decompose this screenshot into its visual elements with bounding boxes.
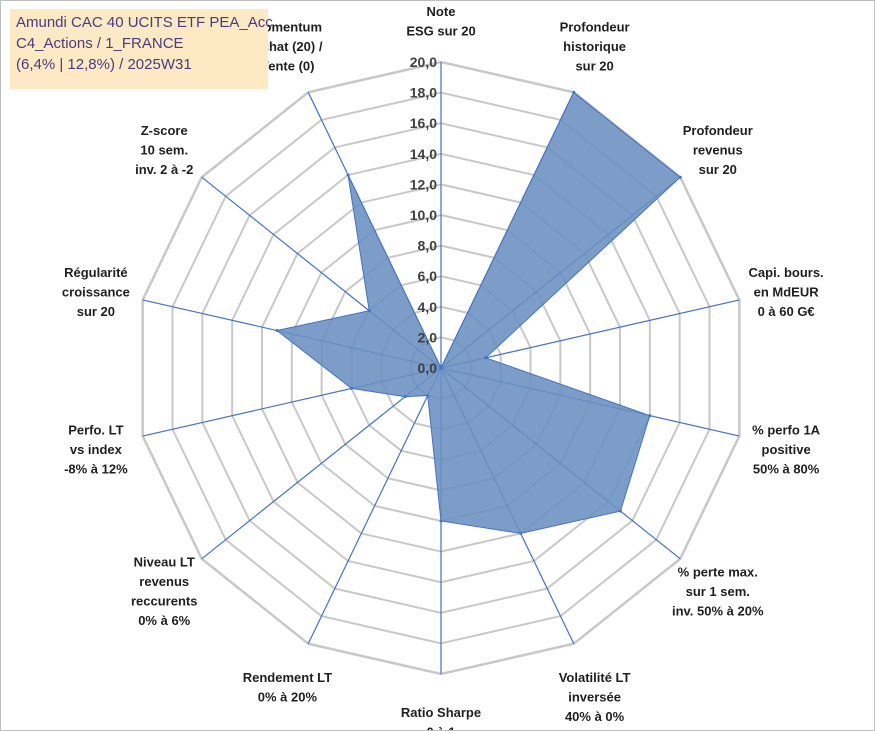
axis-label-5-line-0: % perte max.: [678, 564, 758, 579]
tick-label-5: 10,0: [410, 207, 437, 223]
series-point-6: [519, 531, 523, 535]
axis-label-6-line-0: Volatilité LT: [559, 670, 631, 685]
axis-label-9-line-3: 0% à 6%: [138, 613, 190, 628]
axis-label-12-line-0: Z-score: [141, 123, 188, 138]
axis-label-13: Momentum Achat (20) / Vente (0): [252, 20, 322, 74]
axis-label-7-line-1: 0 à 1: [427, 725, 456, 731]
axis-label-4-line-1: positive: [762, 442, 811, 457]
series-point-12: [367, 309, 371, 313]
tick-label-3: 6,0: [418, 268, 438, 284]
axis-label-3-line-2: 0 à 60 G€: [758, 304, 815, 319]
series-point-11: [275, 329, 279, 333]
axis-label-2-line-0: Profondeur: [683, 123, 753, 138]
series-point-2: [678, 175, 682, 179]
series-point-9: [403, 395, 407, 399]
series-point-13: [346, 173, 350, 177]
axis-label-11-line-0: Régularité: [64, 265, 128, 280]
axis-label-2: Profondeur revenus sur 20: [683, 123, 753, 177]
axis-label-10-line-0: Perfo. LT: [68, 423, 123, 438]
axis-label-1-line-2: sur 20: [575, 59, 613, 74]
axis-label-2-line-1: revenus: [693, 143, 743, 158]
axis-label-11-line-1: croissance: [62, 284, 130, 299]
series-point-1: [572, 90, 576, 94]
axis-label-3: Capi. bours. en MdEUR 0 à 60 G€: [749, 265, 824, 319]
axis-label-8-line-0: Rendement LT: [243, 670, 332, 685]
tick-label-8: 16,0: [410, 115, 437, 131]
axis-label-8: Rendement LT 0% à 20%: [243, 670, 332, 705]
series-area: [275, 91, 682, 534]
tick-label-9: 18,0: [410, 85, 437, 101]
axis-label-1-line-0: Profondeur: [560, 20, 630, 35]
axis-label-10-line-1: vs index: [70, 442, 123, 457]
series-point-8: [426, 394, 430, 398]
axis-label-1-line-1: historique: [563, 39, 626, 54]
axis-label-9-line-2: reccurents: [131, 594, 197, 609]
axis-spoke-8: [307, 367, 442, 644]
radar-tick-labels: 0,0 2,0 4,0 6,0 8,0 10,0 12,0 14,0 16,0 18,0 20,0: [410, 54, 437, 376]
chart-title-box: Amundi CAC 40 UCITS ETF PEA_Acc C4_Actio…: [10, 9, 273, 89]
axis-label-13-line-0: Momentum: [253, 20, 322, 35]
tick-label-7: 14,0: [410, 146, 437, 162]
axis-label-9-line-1: revenus: [139, 574, 189, 589]
axis-label-13-line-1: Achat (20) /: [252, 39, 322, 54]
title-line-3: (6,4% | 12,8%) / 2025W31: [16, 56, 192, 73]
axis-label-10-line-2: -8% à 12%: [64, 462, 128, 477]
axis-label-8-line-1: 0% à 20%: [258, 689, 318, 704]
axis-label-2-line-2: sur 20: [699, 162, 737, 177]
axis-spoke-3: [440, 299, 740, 369]
tick-label-1: 2,0: [418, 329, 438, 345]
axis-label-13-line-2: Vente (0): [260, 59, 314, 74]
axis-label-7: Ratio Sharpe 0 à 1: [401, 705, 481, 730]
axis-label-4-line-0: % perfo 1A: [752, 423, 821, 438]
axis-label-0-line-1: ESG sur 20: [406, 24, 475, 39]
series-point-5: [618, 509, 622, 513]
radar-axis-labels: Note ESG sur 20 Profondeur historique sur 20…: [62, 4, 824, 730]
axis-label-6: Volatilité LT inversée 40% à 0%: [559, 670, 631, 724]
axis-label-5-line-2: inv. 50% à 20%: [672, 603, 764, 618]
axis-label-0-line-0: Note: [427, 4, 456, 19]
axis-label-4-line-2: 50% à 80%: [753, 462, 820, 477]
title-line-1: Amundi CAC 40 UCITS ETF PEA_Acc: [16, 14, 273, 31]
axis-label-3-line-0: Capi. bours.: [749, 265, 824, 280]
series-point-4: [648, 414, 652, 418]
series-point-3: [484, 356, 488, 360]
axis-label-6-line-2: 40% à 0%: [565, 709, 625, 724]
axis-label-5-line-1: sur 1 sem.: [686, 584, 750, 599]
axis-label-0: Note ESG sur 20: [406, 4, 475, 39]
tick-label-2: 4,0: [418, 299, 438, 315]
tick-label-0: 0,0: [418, 360, 438, 376]
axis-label-6-line-1: inversée: [568, 689, 621, 704]
axis-label-12: Z-score 10 sem. inv. 2 à -2: [135, 123, 193, 177]
axis-label-12-line-1: 10 sem.: [140, 143, 188, 158]
axis-label-11-line-2: sur 20: [77, 304, 115, 319]
axis-label-10: Perfo. LT vs index -8% à 12%: [64, 423, 128, 477]
tick-label-6: 12,0: [410, 176, 437, 192]
axis-label-12-line-2: inv. 2 à -2: [135, 162, 193, 177]
series-point-0: [439, 366, 443, 370]
tick-label-10: 20,0: [410, 54, 437, 70]
axis-label-4: % perfo 1A positive 50% à 80%: [752, 423, 821, 477]
axis-label-3-line-1: en MdEUR: [754, 284, 820, 299]
axis-label-9: Niveau LT revenus reccurents 0% à 6%: [131, 555, 197, 629]
axis-spoke-9: [201, 367, 442, 560]
tick-label-4: 8,0: [418, 238, 438, 254]
axis-label-7-line-0: Ratio Sharpe: [401, 705, 481, 720]
radar-series: [275, 90, 682, 535]
axis-label-9-line-0: Niveau LT: [134, 555, 195, 570]
axis-label-1: Profondeur historique sur 20: [560, 20, 630, 74]
title-line-2: C4_Actions / 1_FRANCE: [16, 35, 184, 52]
series-point-7: [439, 519, 443, 523]
axis-label-11: Régularité croissance sur 20: [62, 265, 130, 319]
axis-label-5: % perte max. sur 1 sem. inv. 50% à 20%: [672, 564, 764, 618]
series-point-10: [350, 386, 354, 390]
